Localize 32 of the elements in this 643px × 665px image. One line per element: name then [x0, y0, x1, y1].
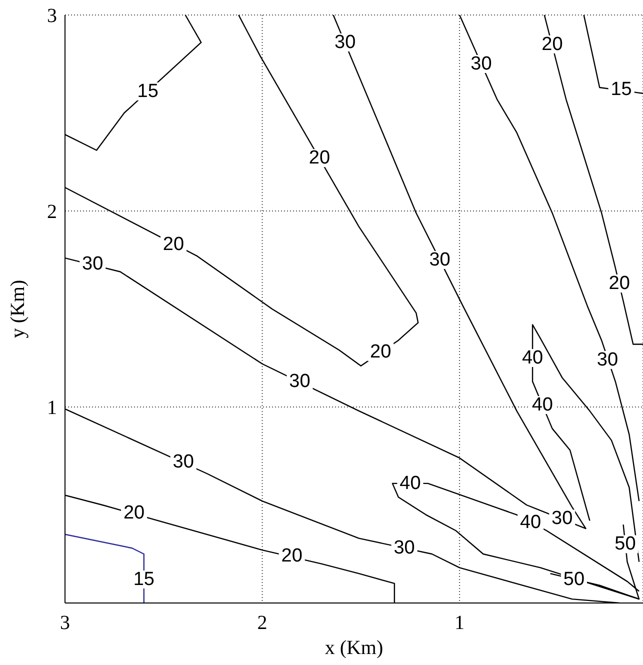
- annotation: 30: [394, 538, 415, 559]
- x-tick-label: 1: [454, 612, 465, 634]
- annotation: 30: [82, 253, 104, 274]
- y-tick-label: 2: [47, 201, 57, 224]
- annotation: 20: [162, 234, 184, 255]
- y-axis-title: y (Km): [7, 280, 30, 338]
- annotation: 15: [610, 78, 632, 100]
- annotation: 40: [532, 394, 553, 416]
- x-tick-label: 2: [257, 612, 268, 634]
- annotation: 20: [542, 34, 563, 55]
- x-axis-title: x (Km): [324, 637, 384, 659]
- annotation: 30: [334, 32, 356, 53]
- annotation: 30: [289, 371, 310, 392]
- annotation: 30: [470, 54, 492, 74]
- annotation: 15: [133, 568, 154, 590]
- y-tick-label: 3: [47, 5, 57, 28]
- annotation: 20: [281, 545, 302, 566]
- annotation: 30: [596, 349, 618, 370]
- annotation: 20: [608, 273, 630, 294]
- annotation: 50: [563, 568, 585, 590]
- annotation: 20: [370, 342, 392, 363]
- annotation: 20: [123, 502, 145, 524]
- annotation: 50: [614, 534, 636, 555]
- annotation: 30: [429, 250, 450, 270]
- annotation: 40: [522, 348, 544, 368]
- annotation: 30: [172, 451, 194, 472]
- annotation: 40: [520, 512, 542, 534]
- annotation: 15: [137, 80, 158, 102]
- annotation: 30: [552, 508, 573, 530]
- y-tick-label: 1: [47, 397, 57, 420]
- annotation: 20: [308, 148, 330, 169]
- annotation: 40: [400, 472, 421, 494]
